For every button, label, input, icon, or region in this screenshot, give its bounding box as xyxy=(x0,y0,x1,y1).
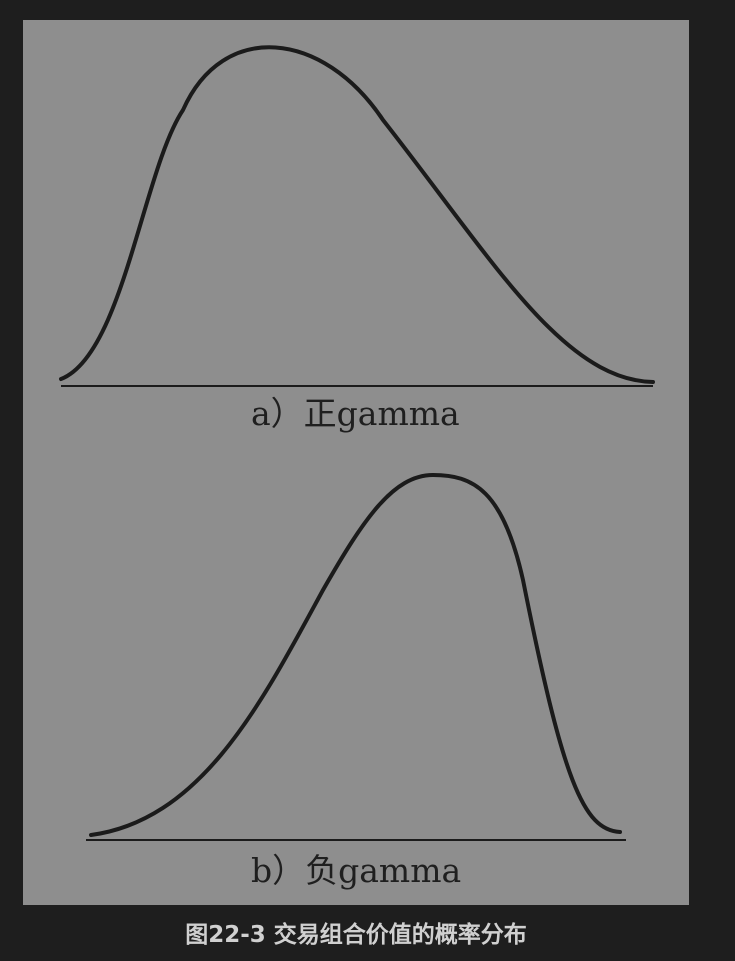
panel-b-label: b）负gamma xyxy=(251,851,462,890)
figure-diagram xyxy=(59,45,655,841)
figure-panel: a）正gamma b）负gamma xyxy=(23,20,689,905)
positive-gamma-curve xyxy=(59,45,655,384)
panel-a-label: a）正gamma xyxy=(251,394,460,433)
negative-gamma-curve xyxy=(89,473,622,837)
figure-caption: 图22-3 交易组合价值的概率分布 xyxy=(185,922,527,948)
